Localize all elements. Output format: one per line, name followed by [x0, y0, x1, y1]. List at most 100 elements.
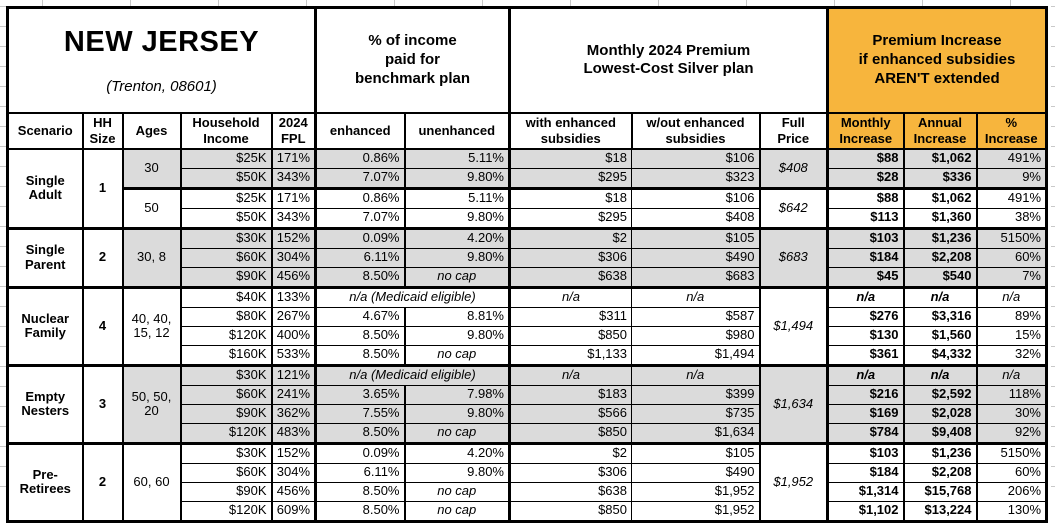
cell-household-income: $30K	[179, 226, 272, 249]
cell-scenario: Pre- Retirees	[7, 441, 83, 522]
table-row: $90K 456% 8.50% no cap $638 $1,952 $1,31…	[8, 481, 1047, 502]
cell-household-income: $25K	[179, 148, 272, 169]
cell-premium-without-subsidies: $1,952	[631, 481, 760, 502]
cell-pct-unenhanced: 9.80%	[403, 403, 510, 424]
cell-monthly-increase: $784	[826, 422, 904, 444]
cell-ages: 30, 8	[121, 226, 181, 288]
table-row: Nuclear Family 4 40, 40, 15, 12 $40K 133…	[7, 285, 1047, 366]
cell-premium-without-subsidies: $1,494	[631, 344, 760, 366]
cell-premium-without-subsidies: $490	[631, 462, 760, 483]
location-subtitle: (Trenton, 08601)	[106, 77, 217, 95]
cell-pct-increase: 38%	[975, 207, 1047, 229]
cell-ages: 50, 50, 20	[121, 363, 181, 444]
cell-annual-increase: $4,332	[902, 344, 977, 366]
cell-household-income: $25K	[179, 186, 272, 209]
cell-pct-increase: n/a	[975, 285, 1047, 308]
cell-pct-unenhanced: no cap	[403, 481, 510, 502]
cell-pct-increase: 206%	[975, 481, 1047, 502]
cell-pct-enhanced: 8.50%	[314, 344, 405, 366]
cell-premium-without-subsidies: $106	[631, 186, 760, 209]
table-row: $50K 343% 7.07% 9.80% $295 $408 $113 $1,…	[8, 207, 1047, 229]
cell-pct-unenhanced: 9.80%	[403, 325, 510, 346]
cell-monthly-increase: $103	[826, 441, 904, 464]
cell-pct-increase: 60%	[975, 462, 1047, 483]
cell-premium-with-subsidies: $183	[508, 384, 632, 405]
cell-premium-without-subsidies: $735	[631, 403, 760, 424]
cell-annual-increase: $540	[902, 266, 977, 288]
cell-pct-enhanced: 8.50%	[314, 266, 405, 288]
cell-household-income: $30K	[179, 441, 272, 464]
cell-annual-increase: $1,062	[902, 186, 977, 209]
cell-pct-enhanced: 0.09%	[314, 441, 405, 464]
cell-medicaid-note: n/a (Medicaid eligible)	[314, 363, 510, 386]
cell-fpl: 304%	[270, 462, 316, 483]
cell-premium-without-subsidies: n/a	[631, 285, 760, 308]
cell-monthly-increase: $28	[826, 167, 904, 189]
col-header-pct-increase: % Increase	[975, 111, 1048, 150]
cell-pct-unenhanced: no cap	[403, 266, 510, 288]
cell-pct-enhanced: 6.11%	[314, 247, 405, 268]
cell-hh-size: 3	[81, 363, 123, 444]
cell-household-income: $60K	[179, 462, 272, 483]
cell-pct-unenhanced: 9.80%	[403, 247, 510, 268]
cell-annual-increase: $13,224	[902, 500, 977, 522]
cell-annual-increase: $15,768	[902, 481, 977, 502]
cell-fpl: 152%	[270, 226, 316, 249]
cell-premium-without-subsidies: $490	[631, 247, 760, 268]
cell-premium-with-subsidies: $18	[508, 186, 632, 209]
cell-household-income: $160K	[179, 344, 272, 366]
premium-comparison-table: NEW JERSEY (Trenton, 08601) % of income …	[6, 6, 1048, 523]
table-row: Single Parent 2 30, 8 $30K 152% 0.09% 4.…	[7, 226, 1047, 288]
cell-full-price: $1,952	[758, 441, 828, 522]
cell-premium-without-subsidies: $683	[631, 266, 760, 288]
cell-premium-with-subsidies: n/a	[508, 285, 632, 308]
cell-fpl: 171%	[270, 186, 316, 209]
cell-premium-with-subsidies: $1,133	[508, 344, 632, 366]
cell-full-price: $1,634	[758, 363, 828, 444]
cell-premium-with-subsidies: n/a	[508, 363, 632, 386]
spreadsheet-gridlines-right	[1051, 6, 1055, 506]
cell-annual-increase: $1,062	[902, 148, 977, 169]
table-row: $120K 400% 8.50% 9.80% $850 $980 $130 $1…	[8, 325, 1047, 346]
cell-medicaid-note: n/a (Medicaid eligible)	[314, 285, 510, 308]
cell-household-income: $40K	[179, 285, 272, 308]
group-nuclear-family: Nuclear Family 4 40, 40, 15, 12 $40K 133…	[7, 285, 1047, 366]
cell-pct-increase: n/a	[975, 363, 1047, 386]
cell-premium-with-subsidies: $638	[508, 481, 632, 502]
cell-pct-enhanced: 8.50%	[314, 325, 405, 346]
cell-full-price: $683	[758, 226, 828, 288]
section-increase: Premium Increase if enhanced subsidies A…	[826, 6, 1048, 114]
cell-pct-increase: 118%	[975, 384, 1047, 405]
cell-pct-increase: 5150%	[975, 441, 1047, 464]
cell-premium-with-subsidies: $850	[508, 500, 632, 522]
cell-annual-increase: $1,236	[902, 226, 977, 249]
cell-hh-size: 1	[81, 148, 123, 229]
table-row: $80K 267% 4.67% 8.81% $311 $587 $276 $3,…	[8, 306, 1047, 327]
cell-fpl: 362%	[270, 403, 316, 424]
cell-monthly-increase: $45	[826, 266, 904, 288]
cell-fpl: 241%	[270, 384, 316, 405]
cell-hh-size: 4	[81, 285, 123, 366]
cell-household-income: $60K	[179, 247, 272, 268]
table-row: Single Adult 1 30 $25K 171% 0.86% 5.11% …	[7, 148, 1047, 229]
cell-scenario: Single Parent	[7, 226, 83, 288]
table-row: 50 $25K 171% 0.86% 5.11% $18 $106 $642 $…	[8, 186, 1047, 229]
cell-full-price: $1,494	[758, 285, 828, 366]
cell-pct-enhanced: 8.50%	[314, 500, 405, 522]
cell-fpl: 304%	[270, 247, 316, 268]
cell-pct-unenhanced: no cap	[403, 422, 510, 444]
cell-household-income: $60K	[179, 384, 272, 405]
cell-pct-enhanced: 6.11%	[314, 462, 405, 483]
cell-pct-unenhanced: 4.20%	[403, 226, 510, 249]
table-row: $50K 343% 7.07% 9.80% $295 $323 $28 $336…	[8, 167, 1047, 189]
group-single-parent: Single Parent 2 30, 8 $30K 152% 0.09% 4.…	[7, 226, 1047, 288]
cell-annual-increase: n/a	[902, 363, 977, 386]
cell-premium-without-subsidies: $106	[631, 148, 760, 169]
cell-household-income: $90K	[179, 481, 272, 502]
cell-monthly-increase: $361	[826, 344, 904, 366]
cell-pct-enhanced: 8.50%	[314, 422, 405, 444]
cell-pct-unenhanced: 5.11%	[403, 186, 510, 209]
cell-household-income: $50K	[179, 207, 272, 229]
cell-pct-enhanced: 7.55%	[314, 403, 405, 424]
cell-premium-without-subsidies: $408	[631, 207, 760, 229]
